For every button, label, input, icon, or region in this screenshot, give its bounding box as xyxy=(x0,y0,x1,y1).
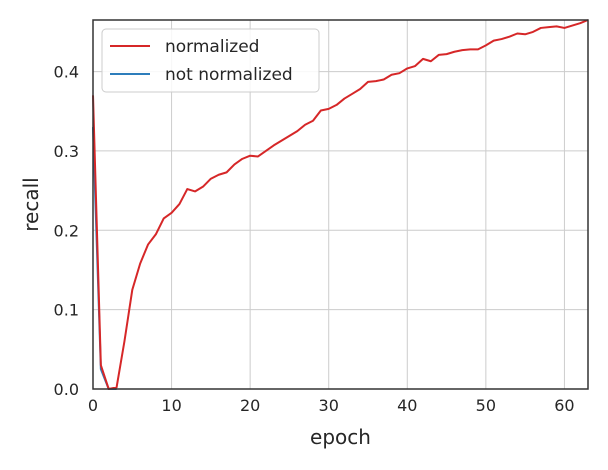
y-tick-label: 0.2 xyxy=(54,221,79,240)
x-tick-label: 60 xyxy=(554,396,574,415)
legend: normalized not normalized xyxy=(101,28,320,93)
series-line-normalized xyxy=(92,19,589,390)
y-axis-label: recall xyxy=(19,177,43,231)
tick-labels: 0 10 20 30 40 50 60 0.0 0.1 0.2 0.3 0.4 xyxy=(54,63,575,415)
y-tick-label: 0.4 xyxy=(54,63,79,82)
x-tick-label: 30 xyxy=(319,396,339,415)
y-tick-label: 0.3 xyxy=(54,142,79,161)
y-tick-label: 0.0 xyxy=(54,380,79,399)
x-tick-label: 10 xyxy=(161,396,181,415)
x-tick-label: 50 xyxy=(476,396,496,415)
y-tick-label: 0.1 xyxy=(54,301,79,320)
legend-label-normalized: normalized xyxy=(165,37,259,57)
x-tick-label: 0 xyxy=(88,396,98,415)
x-axis-label: epoch xyxy=(310,425,371,449)
x-tick-label: 20 xyxy=(240,396,260,415)
plot-frame xyxy=(92,19,589,390)
x-tick-label: 40 xyxy=(397,396,417,415)
legend-box xyxy=(101,28,320,93)
legend-label-not-normalized: not normalized xyxy=(165,65,293,85)
